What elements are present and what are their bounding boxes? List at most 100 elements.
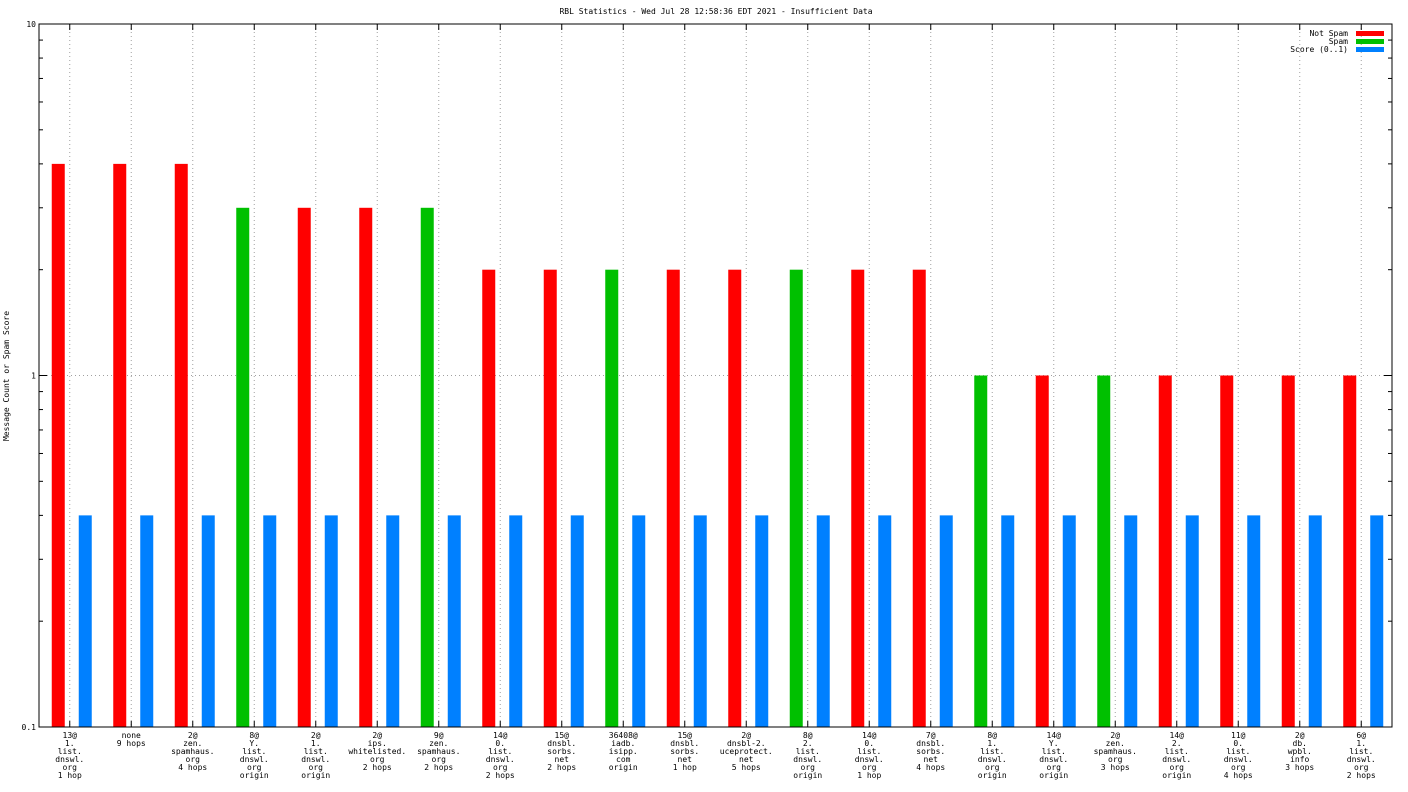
x-tick-label-line: 0. [864,739,874,748]
x-tick-label-line: dnsbl. [670,739,699,748]
bar-score [509,515,523,727]
x-tick-label-line: org [186,755,201,764]
bar-score [755,515,769,727]
bar-spam [420,207,434,728]
bars-layer [51,163,1384,728]
x-tick-label-line: ips. [368,739,387,748]
x-tick-label-line: Y. [1049,739,1059,748]
bar-score [386,515,400,727]
x-tick-label-line: 2@ [1295,731,1305,740]
x-tick-label: 2@ db. wpbl. info 3 hops [1285,731,1314,772]
x-tick-label-line: origin [240,771,269,780]
bar-score [1185,515,1199,727]
bar-score [1001,515,1015,727]
x-tick-label: 36408@ iadb. isipp. com origin [609,731,638,772]
x-tick-label: 9@ zen. spamhaus. org 2 hops [417,731,460,772]
x-tick-label-line: 8@ [803,731,813,740]
x-tick-label-line: 2@ [741,731,751,740]
legend-label: Score (0..1) [1290,45,1348,54]
x-tick-label-line: origin [793,771,822,780]
x-tick-label: 2@ 1. list. dnswl. org origin [301,731,330,780]
bar-score [632,515,646,727]
bar-not-spam [51,163,65,727]
bar-score [78,515,92,727]
x-tick-label-line: dnswl. [55,755,84,764]
x-tick-label-line: net [555,755,570,764]
x-tick-label-line: Y. [249,739,259,748]
bar-score [1124,515,1138,727]
x-tick-label-line: dnswl. [486,755,515,764]
legend-label: Not Spam [1309,29,1348,38]
x-tick-label-line: 6@ [1356,731,1366,740]
ticks-layer: 0.1 1 10 [22,20,1392,732]
bar-spam [789,269,803,727]
bar-not-spam [1035,375,1049,727]
bar-not-spam [174,163,188,727]
bar-score [263,515,277,727]
bar-score [693,515,707,727]
bar-score [447,515,461,727]
x-tick-label-line: db. [1293,739,1307,748]
y-tick-label: 0.1 [22,723,37,732]
legend-label: Spam [1329,37,1348,46]
x-tick-label-line: org [370,755,385,764]
chart-title: RBL Statistics - Wed Jul 28 12:58:36 EDT… [559,7,872,16]
x-tick-label-line: org [63,763,78,772]
x-tick-label-line: dnswl. [301,755,330,764]
x-tick-label-line: origin [301,771,330,780]
x-tick-label: 8@ Y. list. dnswl. org origin [240,731,269,780]
bar-spam [1097,375,1111,727]
x-tick-label-line: dnswl. [793,755,822,764]
x-tick-label-line: 36408@ [609,731,638,740]
x-tick-label-line: 2@ [311,731,321,740]
bar-not-spam [482,269,496,727]
x-tick-label-line: 14@ [1047,731,1062,740]
x-tick-label-line: dnsbl. [547,739,576,748]
bar-not-spam [113,163,127,727]
x-tick-label-line: 5 hops [732,763,761,772]
x-tick-label-line: net [678,755,693,764]
x-tick-label: 2@ zen. spamhaus. org 4 hops [171,731,214,772]
x-tick-labels: 13@ 1. list. dnswl. org 1 hop none 9 hops 2@ zen.… [55,731,1376,780]
x-tick-label-line: none [122,731,141,740]
bar-score [816,515,830,727]
x-tick-label-line: iadb. [611,739,635,748]
x-tick-label-line: list. [1165,747,1189,756]
x-tick-label-line: org [1170,763,1185,772]
x-tick-label-line: 8@ [249,731,259,740]
x-tick-label-line: 2@ [188,731,198,740]
x-tick-label: 14@ 0. list. dnswl. org 1 hop [855,731,884,780]
bar-spam [974,375,988,727]
x-tick-label-line: whitelisted. [348,747,406,756]
x-tick-label-line: org [1108,755,1123,764]
x-tick-label: 15@ dnsbl. sorbs. net 1 hop [670,731,699,772]
x-tick-label-line: com [616,755,631,764]
x-tick-label-line: 4 hops [1224,771,1253,780]
x-tick-label: 2@ zen. spamhaus. org 3 hops [1094,731,1137,772]
x-tick-label-line: 0. [495,739,505,748]
x-tick-label-line: list. [488,747,512,756]
x-tick-label: 14@ 2. list. dnswl. org origin [1162,731,1191,780]
x-tick-label-line: net [924,755,939,764]
x-tick-label-line: list. [1042,747,1066,756]
x-tick-label-line: dnsbl-2. [727,739,766,748]
bar-not-spam [912,269,926,727]
x-tick-label-line: dnswl. [240,755,269,764]
y-axis-label: Message Count or Spam Score [2,311,11,441]
x-tick-label-line: uceprotect. [720,747,773,756]
x-tick-label-line: org [1231,763,1246,772]
bar-score [570,515,584,727]
x-tick-label: 14@ Y. list. dnswl. org origin [1039,731,1068,780]
x-tick-label: 13@ 1. list. dnswl. org 1 hop [55,731,84,780]
x-tick-label-line: 9 hops [117,739,146,748]
x-tick-label-line: 3 hops [1285,763,1314,772]
x-tick-label-line: 14@ [493,731,508,740]
x-tick-label-line: 1. [311,739,321,748]
x-tick-label: 8@ 1. list. dnswl. org origin [978,731,1007,780]
y-tick-label: 1 [31,372,36,381]
bar-score [140,515,154,727]
x-tick-label-line: spamhaus. [417,747,460,756]
x-tick-label-line: list. [796,747,820,756]
x-tick-label-line: list. [242,747,266,756]
